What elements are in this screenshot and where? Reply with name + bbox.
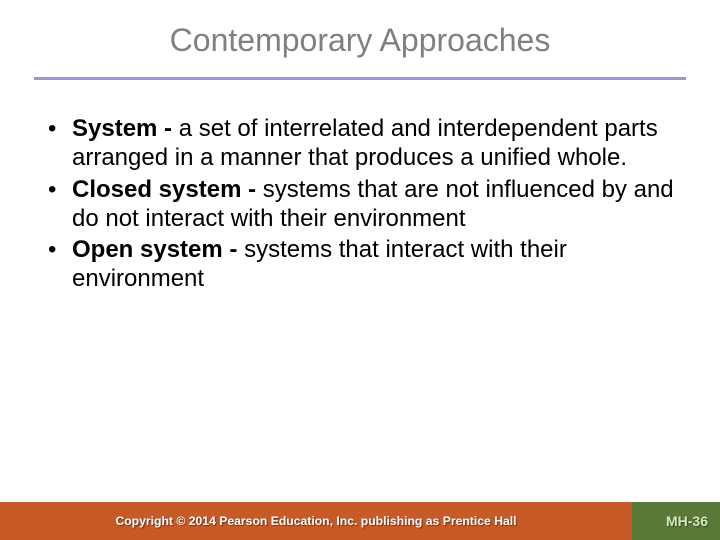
page-number: MH-36	[666, 502, 708, 540]
bullet-term: System -	[72, 115, 179, 142]
bullet-term: Closed system -	[72, 176, 263, 203]
bullet-term: Open system -	[72, 236, 244, 263]
bullet-item: Closed system - systems that are not inf…	[44, 175, 676, 234]
slide-footer: Copyright © 2014 Pearson Education, Inc.…	[0, 502, 720, 540]
bullet-item: System - a set of interrelated and inter…	[44, 114, 676, 173]
slide-title: Contemporary Approaches	[170, 22, 551, 58]
slide-title-area: Contemporary Approaches	[0, 0, 720, 77]
bullet-item: Open system - systems that interact with…	[44, 235, 676, 294]
slide-body: System - a set of interrelated and inter…	[0, 80, 720, 294]
bullet-list: System - a set of interrelated and inter…	[44, 114, 676, 294]
slide: Contemporary Approaches System - a set o…	[0, 0, 720, 540]
copyright-text: Copyright © 2014 Pearson Education, Inc.…	[0, 502, 632, 540]
